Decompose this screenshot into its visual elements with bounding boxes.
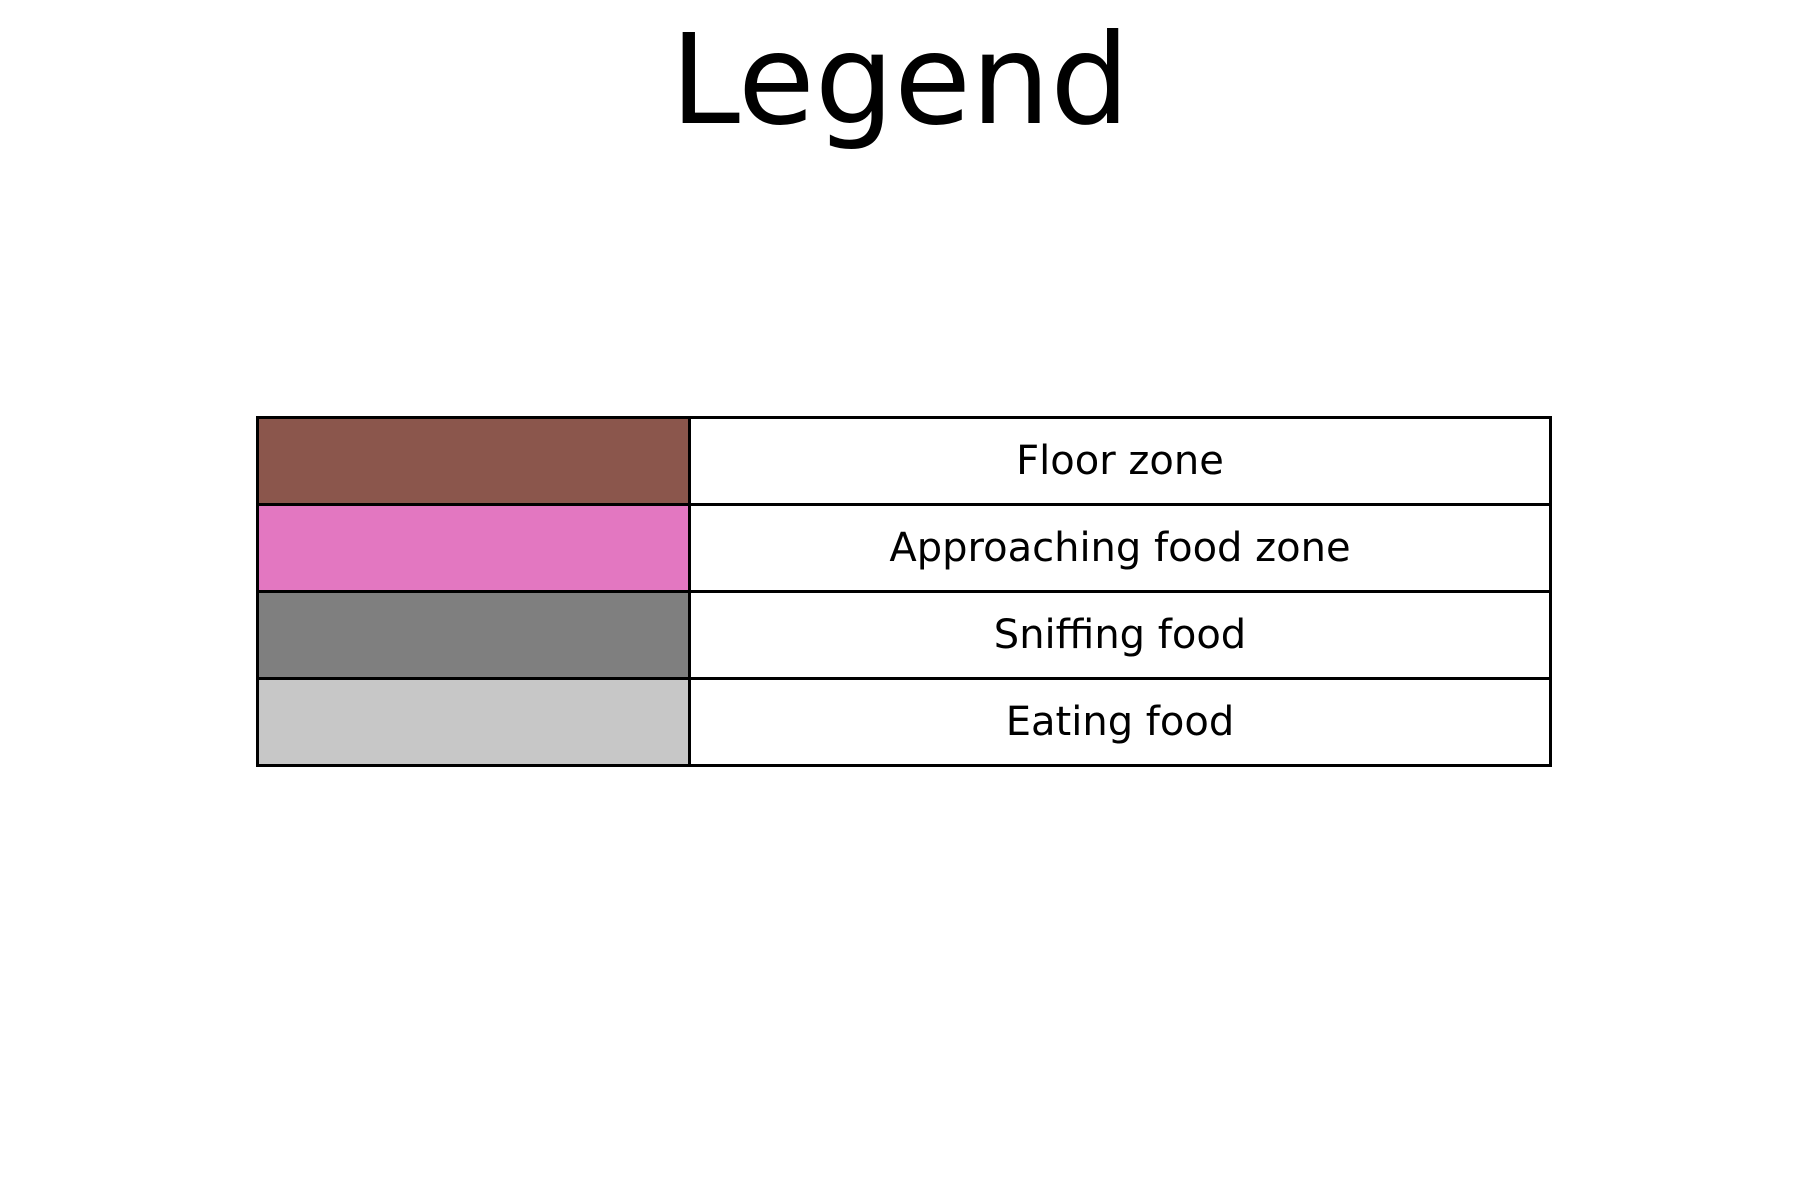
legend-swatch [256, 416, 691, 506]
legend-label: Approaching food zone [688, 503, 1552, 593]
legend-label: Floor zone [688, 416, 1552, 506]
legend-table-body: Floor zone Approaching food zone Sniffin… [256, 416, 1552, 767]
legend-swatch [256, 677, 691, 767]
legend-swatch [256, 503, 691, 593]
legend-label: Eating food [688, 677, 1552, 767]
legend-row-eating-food: Eating food [256, 677, 1552, 767]
legend-row-floor-zone: Floor zone [256, 416, 1552, 506]
legend-title: Legend [670, 8, 1130, 153]
legend-row-approaching-food-zone: Approaching food zone [256, 503, 1552, 593]
legend-table: Floor zone Approaching food zone Sniffin… [256, 416, 1552, 767]
legend-label: Sniffing food [688, 590, 1552, 680]
legend-swatch [256, 590, 691, 680]
legend-row-sniffing-food: Sniffing food [256, 590, 1552, 680]
